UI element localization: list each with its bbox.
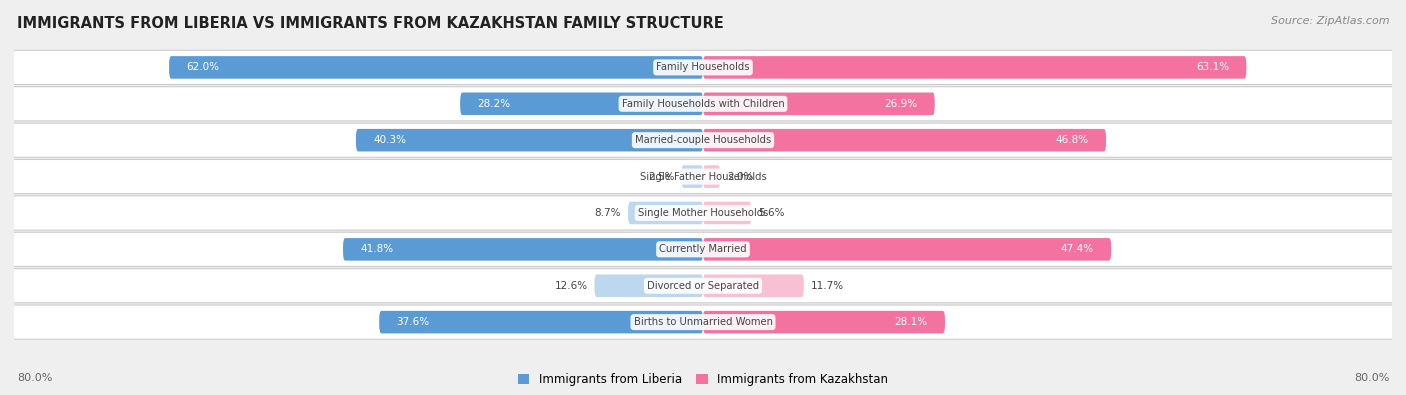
FancyBboxPatch shape (595, 275, 703, 297)
FancyBboxPatch shape (703, 202, 751, 224)
FancyBboxPatch shape (628, 202, 703, 224)
FancyBboxPatch shape (703, 311, 945, 333)
Text: 12.6%: 12.6% (554, 281, 588, 291)
FancyBboxPatch shape (6, 232, 1400, 267)
Text: Family Households: Family Households (657, 62, 749, 72)
Text: Family Households with Children: Family Households with Children (621, 99, 785, 109)
Text: 41.8%: 41.8% (360, 245, 394, 254)
Text: 26.9%: 26.9% (884, 99, 918, 109)
Legend: Immigrants from Liberia, Immigrants from Kazakhstan: Immigrants from Liberia, Immigrants from… (515, 370, 891, 390)
FancyBboxPatch shape (703, 238, 1111, 261)
Text: Married-couple Households: Married-couple Households (636, 135, 770, 145)
Text: 80.0%: 80.0% (1354, 373, 1389, 383)
FancyBboxPatch shape (703, 92, 935, 115)
FancyBboxPatch shape (6, 160, 1400, 194)
Text: Single Father Households: Single Father Households (640, 171, 766, 182)
Text: 5.6%: 5.6% (758, 208, 785, 218)
Text: Births to Unmarried Women: Births to Unmarried Women (634, 317, 772, 327)
Text: 80.0%: 80.0% (17, 373, 52, 383)
FancyBboxPatch shape (6, 196, 1400, 230)
FancyBboxPatch shape (6, 123, 1400, 157)
FancyBboxPatch shape (6, 87, 1400, 121)
Text: Single Mother Households: Single Mother Households (638, 208, 768, 218)
FancyBboxPatch shape (380, 311, 703, 333)
FancyBboxPatch shape (169, 56, 703, 79)
Text: 37.6%: 37.6% (396, 317, 430, 327)
Text: 2.0%: 2.0% (727, 171, 754, 182)
FancyBboxPatch shape (703, 275, 804, 297)
FancyBboxPatch shape (703, 165, 720, 188)
Text: 28.1%: 28.1% (894, 317, 928, 327)
Text: 2.5%: 2.5% (648, 171, 675, 182)
FancyBboxPatch shape (343, 238, 703, 261)
Text: 40.3%: 40.3% (373, 135, 406, 145)
Text: 46.8%: 46.8% (1056, 135, 1088, 145)
Text: Currently Married: Currently Married (659, 245, 747, 254)
Text: 11.7%: 11.7% (811, 281, 844, 291)
FancyBboxPatch shape (6, 305, 1400, 339)
Text: 8.7%: 8.7% (595, 208, 621, 218)
FancyBboxPatch shape (703, 56, 1246, 79)
FancyBboxPatch shape (703, 129, 1107, 151)
FancyBboxPatch shape (6, 269, 1400, 303)
FancyBboxPatch shape (460, 92, 703, 115)
Text: Divorced or Separated: Divorced or Separated (647, 281, 759, 291)
Text: 47.4%: 47.4% (1062, 245, 1094, 254)
Text: 62.0%: 62.0% (186, 62, 219, 72)
Text: 63.1%: 63.1% (1197, 62, 1229, 72)
FancyBboxPatch shape (356, 129, 703, 151)
Text: IMMIGRANTS FROM LIBERIA VS IMMIGRANTS FROM KAZAKHSTAN FAMILY STRUCTURE: IMMIGRANTS FROM LIBERIA VS IMMIGRANTS FR… (17, 16, 724, 31)
Text: Source: ZipAtlas.com: Source: ZipAtlas.com (1271, 16, 1389, 26)
FancyBboxPatch shape (6, 50, 1400, 85)
Text: 28.2%: 28.2% (478, 99, 510, 109)
FancyBboxPatch shape (682, 165, 703, 188)
